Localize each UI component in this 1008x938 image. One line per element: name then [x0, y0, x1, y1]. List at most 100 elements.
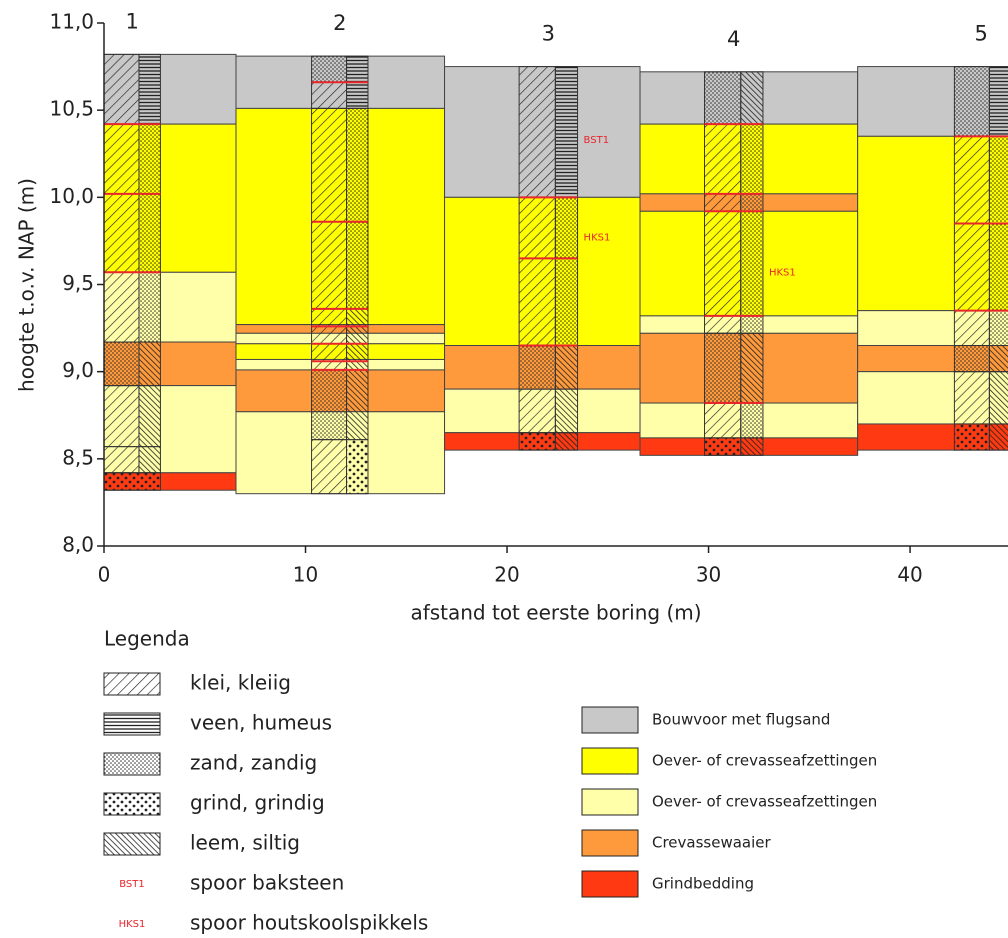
annotation: HKS1 — [769, 267, 796, 278]
lithology-segment — [741, 72, 763, 124]
x-tick-label: 0 — [98, 563, 111, 587]
lithology-segment — [705, 72, 741, 124]
legend-symbol: HKS1 — [119, 919, 146, 930]
legend-label: leem, siltig — [190, 831, 300, 855]
lithology-segment — [519, 389, 555, 433]
lithology-segment — [555, 197, 577, 345]
legend-swatch — [582, 748, 638, 774]
lithology-segment — [705, 403, 741, 438]
lithology-segment — [139, 124, 160, 272]
x-tick-label: 20 — [494, 563, 519, 587]
lithology-segment — [989, 346, 1008, 372]
lithology-segment — [104, 386, 139, 447]
legend-label: Crevassewaaier — [652, 834, 772, 852]
lithology-segment — [104, 447, 139, 473]
y-axis-label: hoogte t.o.v. NAP (m) — [15, 178, 39, 392]
legend-label: spoor baksteen — [190, 871, 344, 895]
legend-label: grind, grindig — [190, 791, 325, 815]
lithology-segment — [741, 403, 763, 438]
borehole-label: 2 — [333, 11, 346, 35]
lithology-segment — [741, 124, 763, 316]
lithology-segment — [139, 272, 160, 342]
legend: klei, kleiig veen, humeus zand, zandig grin… — [104, 671, 877, 935]
lithology-segment — [347, 370, 368, 440]
lithology-segment — [347, 108, 368, 308]
lithology-segment — [104, 124, 139, 272]
legend-label: veen, humeus — [190, 711, 332, 735]
lithology-segment — [104, 272, 139, 342]
borehole-label: 4 — [727, 27, 740, 51]
legend-symbol: BST1 — [119, 879, 145, 890]
y-tick-label: 10,5 — [49, 97, 94, 121]
lithology-segment — [954, 372, 989, 424]
legend-label: Grindbedding — [652, 875, 754, 893]
y-tick-label: 8,5 — [62, 445, 94, 469]
lithology-segment — [347, 440, 368, 494]
x-tick-label: 10 — [293, 563, 318, 587]
lithology-segment — [989, 311, 1008, 346]
legend-pattern — [104, 833, 160, 855]
lithology-segment — [989, 372, 1008, 424]
lithology-segment — [555, 67, 577, 198]
legend-title: Legenda — [104, 627, 190, 651]
chart: BST1 HKS1 HKS1 8,0 8,5 9,0 9,5 10,0 10,5 11,0 0 10… — [0, 0, 1008, 938]
borehole-label: 1 — [126, 9, 139, 33]
lithology-segment — [954, 424, 989, 450]
y-tick-label: 9,0 — [62, 358, 94, 382]
lithology-segment — [139, 342, 160, 386]
legend-label: Oever- of crevasseafzettingen — [652, 752, 877, 770]
lithology-segment — [312, 82, 347, 108]
lithology-segment — [139, 447, 160, 473]
lithology-segment — [139, 386, 160, 447]
y-tick-label: 8,0 — [62, 533, 94, 557]
annotation: BST1 — [584, 135, 610, 146]
lithology-segment — [312, 370, 347, 440]
legend-swatch — [582, 789, 638, 815]
lithology-segment — [989, 67, 1008, 137]
y-tick-label: 9,5 — [62, 271, 94, 295]
x-tick-label: 30 — [696, 563, 721, 587]
lithology-segment — [555, 433, 577, 450]
legend-label: Bouwvoor met flugsand — [652, 711, 830, 729]
legend-pattern — [104, 713, 160, 735]
lithology-segment — [555, 389, 577, 433]
legend-swatch — [582, 830, 638, 856]
lithology-segment — [519, 197, 555, 345]
legend-label: klei, kleiig — [190, 671, 291, 695]
lithology-segment — [312, 108, 347, 308]
lithology-segment — [741, 333, 763, 403]
legend-label: spoor houtskoolspikkels — [190, 911, 428, 935]
lithology-segment — [312, 56, 347, 82]
lithology-segment — [705, 438, 741, 455]
y-tick-label: 11,0 — [49, 10, 94, 34]
legend-pattern — [104, 673, 160, 695]
legend-label: Oever- of crevasseafzettingen — [652, 793, 877, 811]
lithology-segment — [519, 346, 555, 390]
lithology-segment — [312, 440, 347, 494]
lithology-segment — [741, 438, 763, 455]
lithology-segment — [347, 56, 368, 82]
lithology-segment — [104, 54, 139, 124]
borehole-label: 5 — [975, 22, 988, 46]
lithology-segment — [519, 433, 555, 450]
lithology-segment — [519, 67, 555, 198]
lithology-segment — [705, 333, 741, 403]
x-tick-label: 40 — [897, 563, 922, 587]
lithology-segment — [989, 424, 1008, 450]
legend-swatch — [582, 707, 638, 733]
lithology-segment — [741, 316, 763, 333]
lithology-segment — [954, 67, 989, 137]
lithology-segment — [104, 473, 160, 490]
legend-pattern — [104, 753, 160, 775]
lithology-segment — [705, 124, 741, 316]
lithology-segment — [139, 54, 160, 124]
lithology-segment — [104, 342, 139, 386]
x-axis-label: afstand tot eerste boring (m) — [410, 601, 701, 625]
legend-pattern — [104, 793, 160, 815]
lithology-segment — [705, 316, 741, 333]
y-tick-label: 10,0 — [49, 184, 94, 208]
lithology-segment — [555, 346, 577, 390]
lithology-segment — [954, 346, 989, 372]
legend-label: zand, zandig — [190, 751, 317, 775]
